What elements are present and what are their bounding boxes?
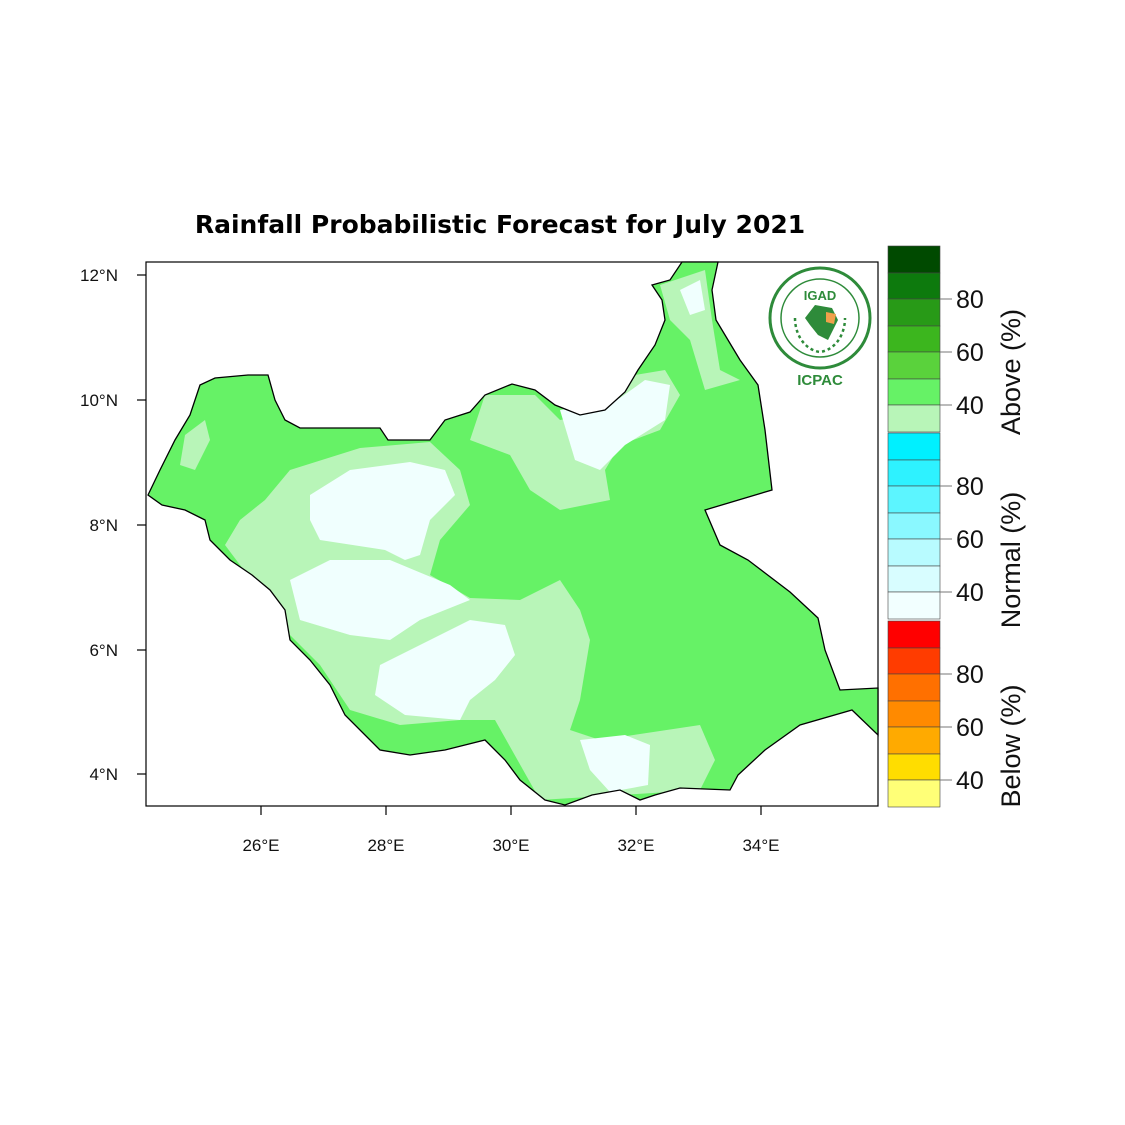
colorbar-swatch bbox=[887, 404, 941, 433]
normal-zone bbox=[580, 735, 650, 792]
x-tick-label: 26°E bbox=[242, 836, 279, 855]
colorbar-swatch bbox=[887, 378, 941, 406]
colorbar-below bbox=[887, 620, 941, 808]
colorbar-title-normal: Normal (%) bbox=[996, 492, 1026, 629]
country-border bbox=[147, 261, 879, 806]
x-tick-label: 30°E bbox=[492, 836, 529, 855]
colorbar-label: 80 bbox=[956, 661, 984, 689]
colorbar-swatch bbox=[887, 779, 941, 808]
colorbar-label: 60 bbox=[956, 339, 984, 367]
y-tick-label: 12°N bbox=[80, 266, 118, 285]
colorbar-label: 80 bbox=[956, 473, 984, 501]
colorbar-title-below: Below (%) bbox=[996, 684, 1026, 807]
igad-icpac-logo: IGAD ICPAC bbox=[768, 266, 872, 389]
colorbar-label: 40 bbox=[956, 767, 984, 795]
normal-zone bbox=[375, 620, 515, 720]
colorbar-swatch bbox=[887, 459, 941, 487]
x-tick-label: 34°E bbox=[742, 836, 779, 855]
colorbar-swatch bbox=[887, 272, 941, 300]
logo-subtitle: ICPAC bbox=[797, 372, 843, 389]
x-tick-label: 32°E bbox=[617, 836, 654, 855]
colorbar-title-above: Above (%) bbox=[996, 309, 1026, 435]
map-title: Rainfall Probabilistic Forecast for July… bbox=[194, 210, 806, 239]
colorbar-swatch bbox=[887, 298, 941, 327]
colorbar-swatch bbox=[887, 726, 941, 755]
colorbar-swatch bbox=[887, 245, 941, 274]
colorbar-swatch bbox=[887, 325, 941, 353]
x-tick-label: 28°E bbox=[367, 836, 404, 855]
colorbar-above bbox=[887, 245, 941, 433]
colorbar-swatch bbox=[887, 432, 941, 461]
y-tick-labels: 12°N 10°N 8°N 6°N 4°N bbox=[80, 266, 118, 784]
colorbar-label: 80 bbox=[956, 286, 984, 314]
y-tick-label: 8°N bbox=[89, 516, 118, 535]
colorbar-swatch bbox=[887, 753, 941, 781]
y-tick-label: 4°N bbox=[89, 765, 118, 784]
above-40-zone bbox=[660, 270, 740, 390]
colorbar-label: 40 bbox=[956, 579, 984, 607]
colorbar-label: 40 bbox=[956, 392, 984, 420]
y-tick-label: 6°N bbox=[89, 641, 118, 660]
logo-acronym: IGAD bbox=[804, 288, 837, 303]
y-tick-label: 10°N bbox=[80, 391, 118, 410]
colorbar-swatch bbox=[887, 673, 941, 702]
colorbar-normal bbox=[887, 432, 941, 620]
normal-zone bbox=[290, 560, 470, 640]
colorbar-swatch bbox=[887, 485, 941, 514]
colorbar-swatch bbox=[887, 512, 941, 540]
normal-zone bbox=[560, 380, 670, 470]
axis-ticks bbox=[137, 274, 762, 815]
colorbar-swatch bbox=[887, 538, 941, 567]
colorbar-swatch bbox=[887, 565, 941, 593]
normal-zone bbox=[310, 462, 455, 560]
colorbar-swatch bbox=[887, 351, 941, 380]
colorbar-swatch bbox=[887, 700, 941, 728]
x-tick-labels: 26°E 28°E 30°E 32°E 34°E bbox=[242, 836, 779, 855]
colorbar-label: 60 bbox=[956, 714, 984, 742]
colorbar-swatch bbox=[887, 591, 941, 620]
above-40-zone bbox=[180, 420, 210, 470]
colorbar: 80 60 40 80 60 40 80 60 40 Above (%) Nor… bbox=[887, 245, 1026, 808]
colorbar-swatch bbox=[887, 647, 941, 675]
colorbar-label: 60 bbox=[956, 526, 984, 554]
colorbar-swatch bbox=[887, 620, 941, 649]
normal-zone bbox=[680, 280, 705, 315]
